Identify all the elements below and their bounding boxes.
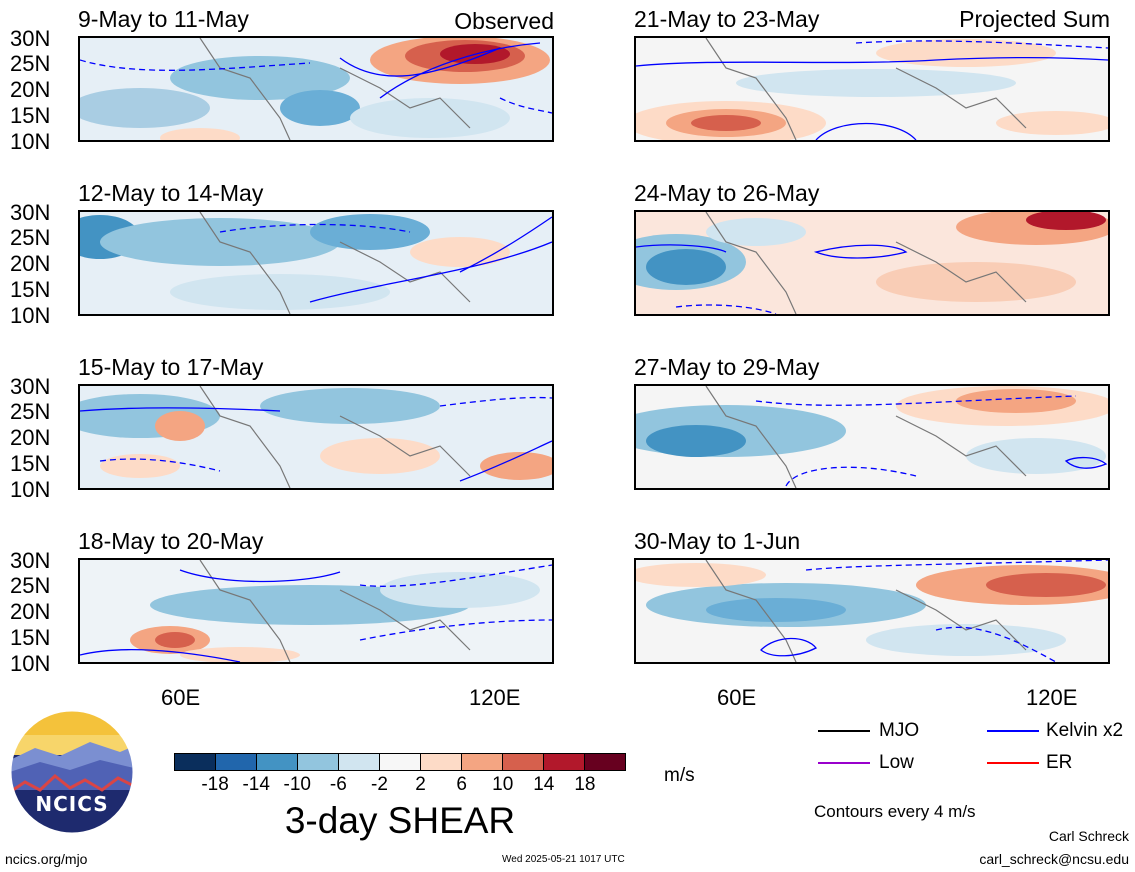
lat-label: 10N <box>10 477 51 502</box>
panel-title: 27-May to 29-May <box>634 354 820 380</box>
logo-text: NCICS <box>35 792 109 816</box>
author-email[interactable]: carl_schreck@ncsu.edu <box>979 851 1129 867</box>
panel-title: 30-May to 1-Jun <box>634 528 801 554</box>
colorbar-tick-label: 18 <box>574 774 596 795</box>
lat-label: 10N <box>10 129 51 154</box>
lat-label: 25N <box>10 573 51 598</box>
logo-graphic <box>10 710 134 834</box>
colorbar-swatch <box>502 754 543 770</box>
shear-map <box>78 558 554 664</box>
panel-title: 9-May to 11-May <box>78 6 249 32</box>
map-field <box>80 38 552 140</box>
lat-label: 20N <box>10 425 51 450</box>
lat-label: 15N <box>10 277 51 302</box>
colorbar-swatch <box>420 754 461 770</box>
author-name: Carl Schreck <box>1048 828 1129 844</box>
colorbar-tick-label: -14 <box>242 774 270 795</box>
colorbar-tick-label: -18 <box>201 774 229 795</box>
colorbar-swatch <box>175 754 215 770</box>
panel-title: 15-May to 17-May <box>78 354 264 380</box>
colorbar-title: 3-day SHEAR <box>284 800 516 841</box>
lon-label: 60E <box>717 685 757 710</box>
shear-map <box>78 210 554 316</box>
lat-label: 25N <box>10 51 51 76</box>
colorbar-swatch <box>338 754 379 770</box>
lat-label: 10N <box>10 303 51 328</box>
shear-map <box>634 558 1110 664</box>
lat-label: 15N <box>10 451 51 476</box>
map-field <box>636 212 1108 314</box>
colorbar-swatches <box>174 753 626 771</box>
shear-map <box>78 36 554 142</box>
colorbar-tick-label: -6 <box>329 774 347 795</box>
colorbar-swatch <box>461 754 502 770</box>
colorbar-tick-label: 6 <box>456 774 467 795</box>
panel-title: 24-May to 26-May <box>634 180 820 206</box>
legend-line-low <box>818 762 870 764</box>
shear-map <box>634 36 1110 142</box>
map-field <box>636 560 1108 662</box>
map-field <box>80 212 552 314</box>
lat-label: 15N <box>10 103 51 128</box>
ncics-logo: NCICS <box>10 710 134 834</box>
colorbar-swatch <box>584 754 625 770</box>
map-field <box>636 38 1108 140</box>
lat-label: 15N <box>10 625 51 650</box>
colorbar-tick-label: 10 <box>492 774 514 795</box>
colorbar-swatch <box>256 754 297 770</box>
legend-label: Kelvin x2 <box>1046 720 1124 741</box>
legend-line-er <box>987 762 1039 764</box>
panel-title: 18-May to 20-May <box>78 528 264 554</box>
panel-title: 12-May to 14-May <box>78 180 264 206</box>
lat-label: 30N <box>10 26 51 51</box>
colorbar-swatch <box>379 754 420 770</box>
shear-map <box>78 384 554 490</box>
lat-label: 30N <box>10 374 51 399</box>
colorbar-tick-label: 14 <box>533 774 555 795</box>
lat-label: 30N <box>10 200 51 225</box>
map-field <box>80 386 552 488</box>
shear-map <box>634 384 1110 490</box>
map-field <box>80 560 552 662</box>
lat-label: 25N <box>10 399 51 424</box>
timestamp: Wed 2025-05-21 1017 UTC <box>502 854 625 865</box>
map-field <box>636 386 1108 488</box>
lat-label: 20N <box>10 251 51 276</box>
lon-label: 120E <box>1026 685 1078 710</box>
legend-label: Low <box>879 752 914 773</box>
colorbar-swatch <box>543 754 584 770</box>
colorbar-swatch <box>215 754 256 770</box>
legend-line-kelvin <box>987 730 1039 732</box>
lat-label: 20N <box>10 77 51 102</box>
shear-map <box>634 210 1110 316</box>
lat-label: 20N <box>10 599 51 624</box>
site-link[interactable]: ncics.org/mjo <box>5 851 88 867</box>
lon-label: 60E <box>161 685 201 710</box>
colorbar-tick-label: -10 <box>283 774 311 795</box>
panel-tag: Observed <box>454 8 554 34</box>
panel-tag: Projected Sum <box>959 6 1110 32</box>
contour-note: Contours every 4 m/s <box>814 802 976 821</box>
legend-line-mjo <box>818 730 870 732</box>
lat-label: 25N <box>10 225 51 250</box>
legend-label: MJO <box>879 720 920 741</box>
lat-label: 30N <box>10 548 51 573</box>
colorbar-swatch <box>297 754 338 770</box>
colorbar-tick-label: 2 <box>415 774 426 795</box>
colorbar-tick-label: -2 <box>371 774 388 795</box>
panel-title: 21-May to 23-May <box>634 6 820 32</box>
lon-label: 120E <box>469 685 521 710</box>
lat-label: 10N <box>10 651 51 676</box>
colorbar-unit: m/s <box>664 765 695 786</box>
legend-label: ER <box>1046 752 1073 773</box>
